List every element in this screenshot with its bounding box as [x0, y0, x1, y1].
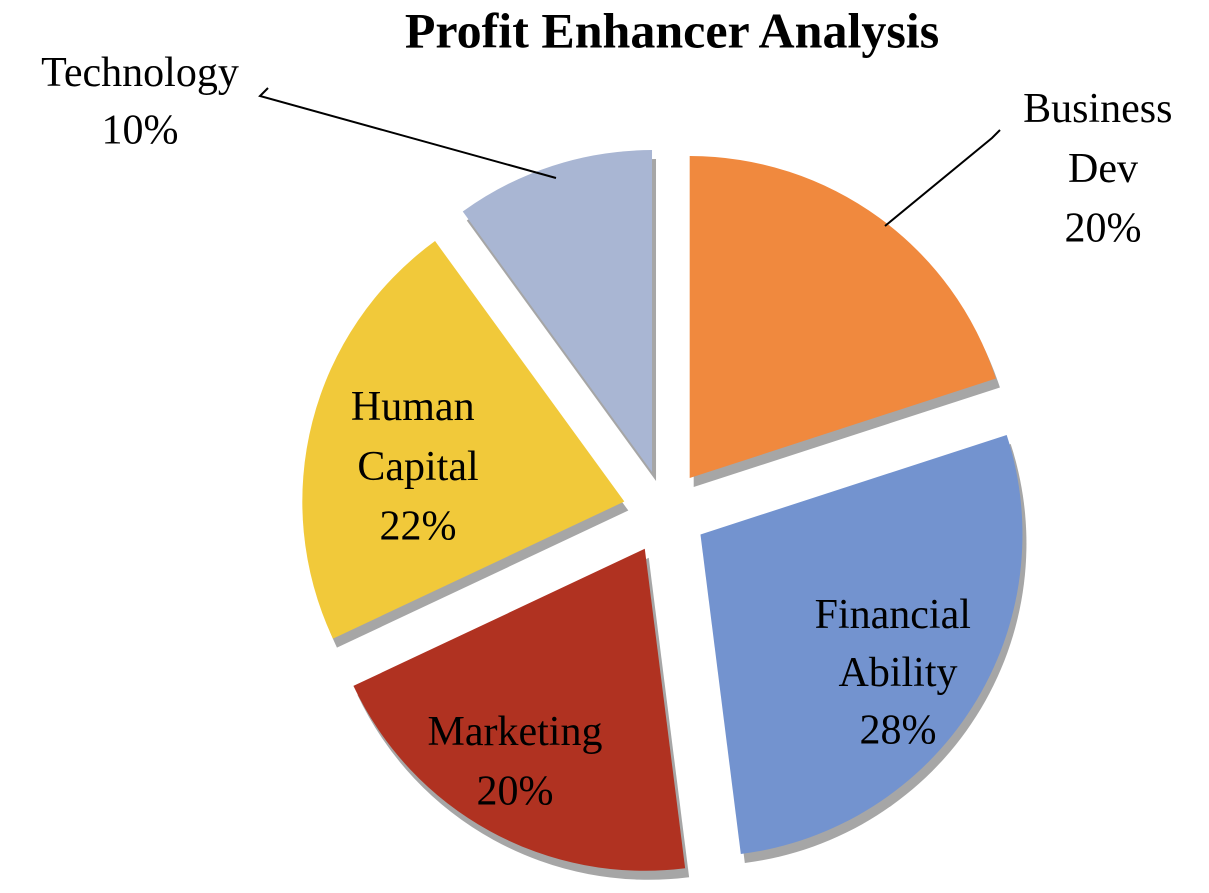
category-label-line: Business — [1023, 86, 1183, 132]
value-label: 28% — [860, 708, 937, 754]
category-label-line: Dev — [1068, 146, 1138, 192]
category-label: Technology — [41, 50, 239, 96]
leader-line — [258, 87, 557, 179]
category-label-line: Capital — [357, 444, 478, 490]
category-label-line: Technology — [41, 50, 239, 96]
chart-title: Profit Enhancer Analysis — [405, 2, 939, 58]
category-label-line: Human — [351, 384, 485, 430]
category-label: Financial Ability — [815, 592, 982, 696]
slice — [302, 241, 625, 639]
value-label: 20% — [477, 769, 554, 815]
value-label: 20% — [1065, 206, 1142, 252]
leader-line — [884, 129, 1001, 227]
category-label-line: Marketing — [428, 709, 603, 755]
category-label: Marketing — [428, 709, 603, 755]
slice — [700, 435, 1023, 854]
category-label-line: Ability — [838, 650, 957, 696]
slice — [689, 156, 996, 479]
slice — [462, 150, 653, 473]
category-label-line: Financial — [815, 592, 982, 638]
value-label: 22% — [380, 504, 457, 550]
value-label: 10% — [102, 108, 179, 154]
category-label: Business Dev — [1023, 86, 1183, 192]
slice — [353, 548, 686, 871]
category-label: Human Capital — [351, 384, 485, 490]
